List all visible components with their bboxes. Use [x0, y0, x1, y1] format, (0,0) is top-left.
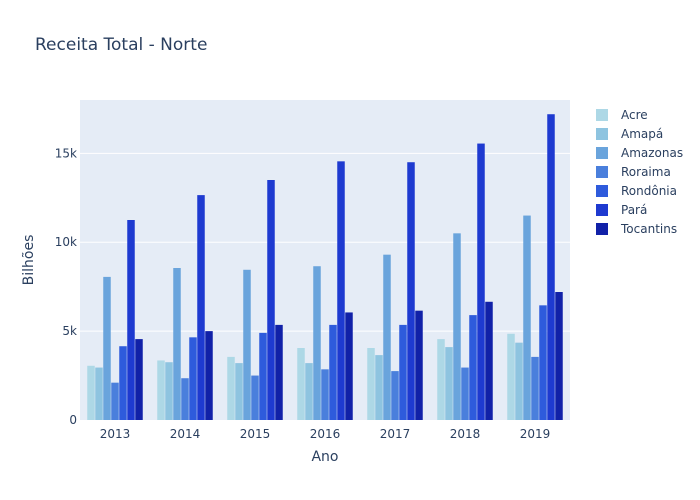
bar-roraima[interactable]	[391, 371, 399, 420]
bar-acre[interactable]	[507, 333, 515, 420]
y-axis-title: Bilhões	[21, 235, 37, 286]
bar-amazonas[interactable]	[103, 276, 111, 420]
bar-rondônia[interactable]	[259, 332, 267, 420]
bar-amazonas[interactable]	[453, 233, 461, 420]
bar-pará[interactable]	[477, 143, 485, 421]
legend-label: Rondônia	[621, 184, 677, 198]
bar-pará[interactable]	[407, 162, 415, 420]
bars	[87, 114, 563, 421]
bar-tocantins[interactable]	[345, 312, 353, 420]
bar-tocantins[interactable]	[555, 292, 563, 420]
bar-amapá[interactable]	[165, 362, 173, 420]
bar-acre[interactable]	[87, 365, 95, 420]
bar-roraima[interactable]	[111, 382, 119, 420]
bar-pará[interactable]	[267, 180, 275, 420]
bar-amazonas[interactable]	[523, 215, 531, 420]
legend-item[interactable]: Amapá	[596, 127, 663, 141]
x-tick-label: 2017	[380, 427, 411, 441]
x-axis-title: Ano	[311, 449, 338, 465]
legend-item[interactable]: Acre	[596, 108, 648, 122]
y-tick-label: 10k	[55, 235, 77, 249]
bar-amazonas[interactable]	[173, 268, 181, 420]
legend-item[interactable]: Rondônia	[596, 184, 677, 198]
x-tick-label: 2016	[310, 427, 341, 441]
y-axis-ticks: 0 5k 10k 15k	[55, 146, 77, 427]
bar-tocantins[interactable]	[135, 339, 143, 420]
legend-label: Pará	[621, 203, 647, 217]
legend-item[interactable]: Tocantins	[596, 222, 677, 236]
legend-swatch	[596, 128, 608, 140]
legend-item[interactable]: Amazonas	[596, 146, 683, 160]
bar-pará[interactable]	[337, 161, 345, 421]
bar-roraima[interactable]	[461, 367, 469, 420]
bar-rondônia[interactable]	[329, 324, 337, 420]
legend-label: Amazonas	[621, 146, 683, 160]
bar-amapá[interactable]	[445, 347, 453, 420]
bar-amapá[interactable]	[305, 363, 313, 420]
bar-roraima[interactable]	[321, 369, 329, 420]
bar-amazonas[interactable]	[383, 254, 391, 420]
legend-label: Acre	[621, 108, 648, 122]
y-tick-label: 15k	[55, 146, 77, 160]
bar-acre[interactable]	[157, 360, 165, 420]
bar-tocantins[interactable]	[275, 324, 283, 420]
bar-acre[interactable]	[437, 339, 445, 420]
bar-amapá[interactable]	[95, 367, 103, 420]
bar-rondônia[interactable]	[119, 346, 127, 420]
bar-rondônia[interactable]	[399, 324, 407, 420]
legend-swatch	[596, 109, 608, 121]
y-tick-label: 0	[69, 413, 77, 427]
bar-tocantins[interactable]	[205, 331, 213, 420]
chart-title: Receita Total - Norte	[35, 35, 207, 55]
bar-pará[interactable]	[197, 195, 205, 420]
bar-acre[interactable]	[297, 348, 305, 420]
bar-rondônia[interactable]	[469, 315, 477, 420]
bar-amapá[interactable]	[515, 342, 523, 420]
legend-label: Roraima	[621, 165, 671, 179]
x-axis-ticks: 2013 2014 2015 2016 2017 2018 2019	[100, 427, 551, 441]
y-tick-label: 5k	[62, 324, 77, 338]
legend-swatch	[596, 223, 608, 235]
bar-rondônia[interactable]	[189, 337, 197, 420]
x-tick-label: 2013	[100, 427, 131, 441]
bar-pará[interactable]	[127, 220, 135, 420]
bar-amapá[interactable]	[375, 355, 383, 420]
bar-tocantins[interactable]	[415, 310, 423, 420]
legend-label: Tocantins	[620, 222, 677, 236]
bar-tocantins[interactable]	[485, 301, 493, 420]
legend-item[interactable]: Roraima	[596, 165, 671, 179]
legend-swatch	[596, 147, 608, 159]
x-tick-label: 2014	[170, 427, 201, 441]
legend-label: Amapá	[621, 127, 663, 141]
legend-swatch	[596, 166, 608, 178]
legend-swatch	[596, 204, 608, 216]
bar-amazonas[interactable]	[313, 266, 321, 420]
bar-roraima[interactable]	[251, 375, 259, 420]
legend-swatch	[596, 185, 608, 197]
legend-item[interactable]: Pará	[596, 203, 647, 217]
bar-roraima[interactable]	[181, 378, 189, 420]
x-tick-label: 2018	[450, 427, 481, 441]
legend[interactable]: Acre Amapá Amazonas Roraima Rondônia Pará Toca…	[596, 108, 683, 236]
bar-acre[interactable]	[227, 356, 235, 420]
bar-roraima[interactable]	[531, 356, 539, 420]
bar-pará[interactable]	[547, 114, 555, 420]
bar-amapá[interactable]	[235, 363, 243, 420]
bar-rondônia[interactable]	[539, 305, 547, 420]
bar-amazonas[interactable]	[243, 269, 251, 420]
bar-acre[interactable]	[367, 348, 375, 420]
x-tick-label: 2015	[240, 427, 271, 441]
x-tick-label: 2019	[520, 427, 551, 441]
